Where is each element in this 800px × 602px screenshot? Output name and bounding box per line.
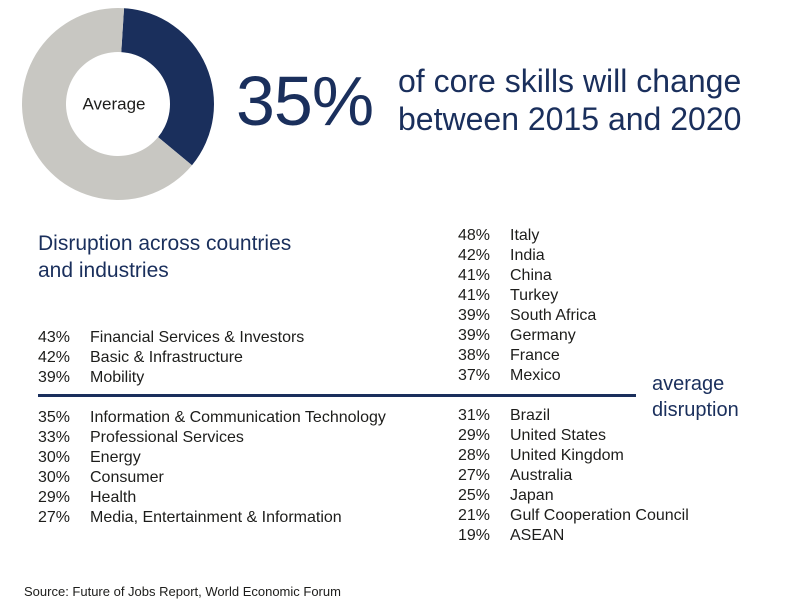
country-name: United Kingdom xyxy=(510,447,624,464)
country-name: China xyxy=(510,267,552,284)
country-value: 28% xyxy=(458,447,491,464)
industry-name: Information & Communication Technology xyxy=(90,409,386,426)
country-value: 31% xyxy=(458,407,491,424)
country-name: Turkey xyxy=(510,287,559,304)
industry-value: 35% xyxy=(38,409,71,426)
country-value: 25% xyxy=(458,487,491,504)
headline-line-1: of core skills will change xyxy=(398,63,742,99)
country-name: Italy xyxy=(510,227,540,244)
industry-value: 27% xyxy=(38,509,71,526)
industry-name: Consumer xyxy=(90,469,164,486)
subtitle-line-2: and industries xyxy=(38,259,169,282)
country-name: France xyxy=(510,347,560,364)
headline-text: of core skills will change between 2015 … xyxy=(398,62,741,138)
industry-name: Health xyxy=(90,489,137,506)
country-name: United States xyxy=(510,427,607,444)
industry-name: Professional Services xyxy=(90,429,244,446)
industry-value: 43% xyxy=(38,329,71,346)
country-name: India xyxy=(510,247,545,264)
country-value: 38% xyxy=(458,347,491,364)
industry-name: Media, Entertainment & Information xyxy=(90,509,342,526)
industry-name: Energy xyxy=(90,449,141,466)
industry-value: 29% xyxy=(38,489,71,506)
country-value: 48% xyxy=(458,227,491,244)
country-value: 42% xyxy=(458,247,491,264)
average-donut-chart: Average xyxy=(21,7,214,200)
headline-line-2: between 2015 and 2020 xyxy=(398,101,742,137)
industry-value: 39% xyxy=(38,369,71,386)
industry-value: 30% xyxy=(38,469,71,486)
country-name: Japan xyxy=(510,487,554,504)
country-value: 37% xyxy=(458,367,491,384)
source-note: Source: Future of Jobs Report, World Eco… xyxy=(24,584,341,599)
average-label-line-2: disruption xyxy=(652,399,739,421)
industry-name: Basic & Infrastructure xyxy=(90,349,243,366)
country-name: Gulf Cooperation Council xyxy=(510,507,689,524)
country-value: 21% xyxy=(458,507,491,524)
country-value: 19% xyxy=(458,527,491,544)
industry-name: Mobility xyxy=(90,369,145,386)
average-label-line-1: average xyxy=(652,373,725,395)
industry-value: 30% xyxy=(38,449,71,466)
country-name: ASEAN xyxy=(510,527,565,544)
country-name: Brazil xyxy=(510,407,551,424)
country-name: Germany xyxy=(510,327,576,344)
donut-slice-2 xyxy=(21,7,192,200)
country-value: 29% xyxy=(458,427,491,444)
average-disruption-label: average disruption xyxy=(652,371,739,423)
subtitle-line-1: Disruption across countries xyxy=(38,232,292,255)
industry-value: 33% xyxy=(38,429,71,446)
industry-name: Financial Services & Investors xyxy=(90,329,305,346)
average-disruption-line xyxy=(38,394,636,397)
country-name: Mexico xyxy=(510,367,561,384)
country-value: 41% xyxy=(458,287,491,304)
headline-percent: 35% xyxy=(236,62,374,140)
section-subtitle: Disruption across countries and industri… xyxy=(38,230,368,284)
country-name: South Africa xyxy=(510,307,597,324)
industry-value: 42% xyxy=(38,349,71,366)
country-value: 39% xyxy=(458,307,491,324)
donut-center-label: Average xyxy=(82,94,145,113)
donut-slice-1 xyxy=(121,8,214,166)
country-value: 39% xyxy=(458,327,491,344)
country-name: Australia xyxy=(510,467,573,484)
country-value: 27% xyxy=(458,467,491,484)
country-value: 41% xyxy=(458,267,491,284)
